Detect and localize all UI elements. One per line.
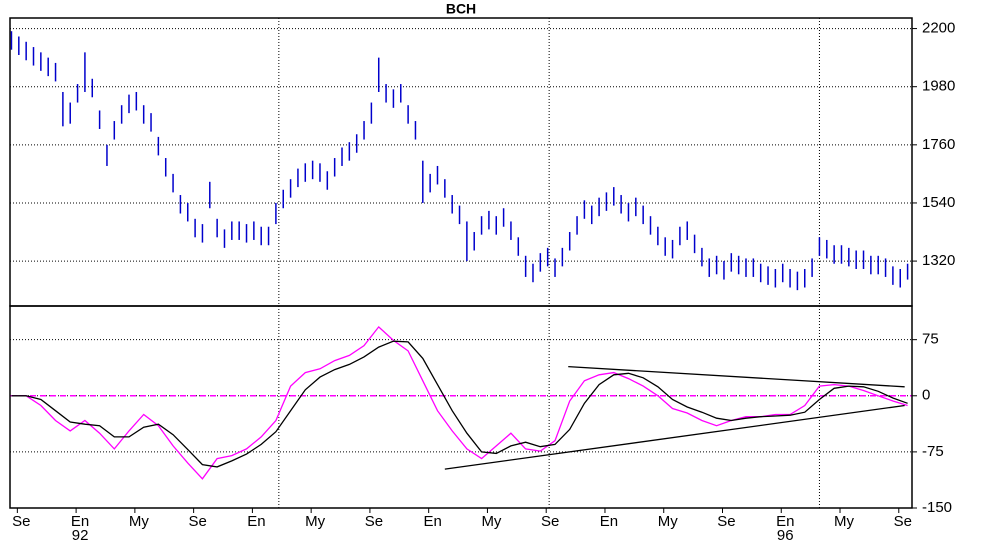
x-tick-label: En: [424, 513, 442, 530]
x-tick-label: Se: [12, 513, 30, 530]
x-tick-label: En: [776, 513, 794, 530]
oscillator-line: [11, 340, 908, 468]
panel-frame: [9, 305, 913, 509]
y-tick-label: -75: [922, 443, 944, 460]
x-tick-label: Se: [541, 513, 559, 530]
y-tick-label: 1760: [922, 136, 955, 153]
panel-frame: [9, 17, 913, 307]
oscillator-line: [11, 325, 908, 480]
y-tick-label: 1540: [922, 194, 955, 211]
x-tick-label: Se: [894, 513, 912, 530]
y-tick-label: 75: [922, 331, 939, 348]
x-tick-label: My: [658, 513, 678, 530]
trend-line: [568, 365, 905, 388]
x-tick-label: Se: [188, 513, 206, 530]
trend-line: [444, 404, 905, 470]
x-tick-sublabel: 92: [72, 527, 89, 544]
x-tick-label: My: [129, 513, 149, 530]
y-tick-label: 1320: [922, 252, 955, 269]
x-tick-label: My: [834, 513, 854, 530]
x-tick-label: En: [600, 513, 618, 530]
chart-title: BCH: [446, 1, 476, 17]
x-tick-sublabel: 96: [777, 527, 794, 544]
x-tick-label: En: [247, 513, 265, 530]
y-tick-label: 2200: [922, 20, 955, 37]
x-tick-label: My: [305, 513, 325, 530]
y-tick-label: 1980: [922, 78, 955, 95]
x-tick-label: My: [481, 513, 501, 530]
x-tick-label: Se: [717, 513, 735, 530]
x-tick-label: Se: [365, 513, 383, 530]
y-tick-label: 0: [922, 387, 930, 404]
x-tick-label: En: [71, 513, 89, 530]
y-tick-label: -150: [922, 499, 952, 516]
